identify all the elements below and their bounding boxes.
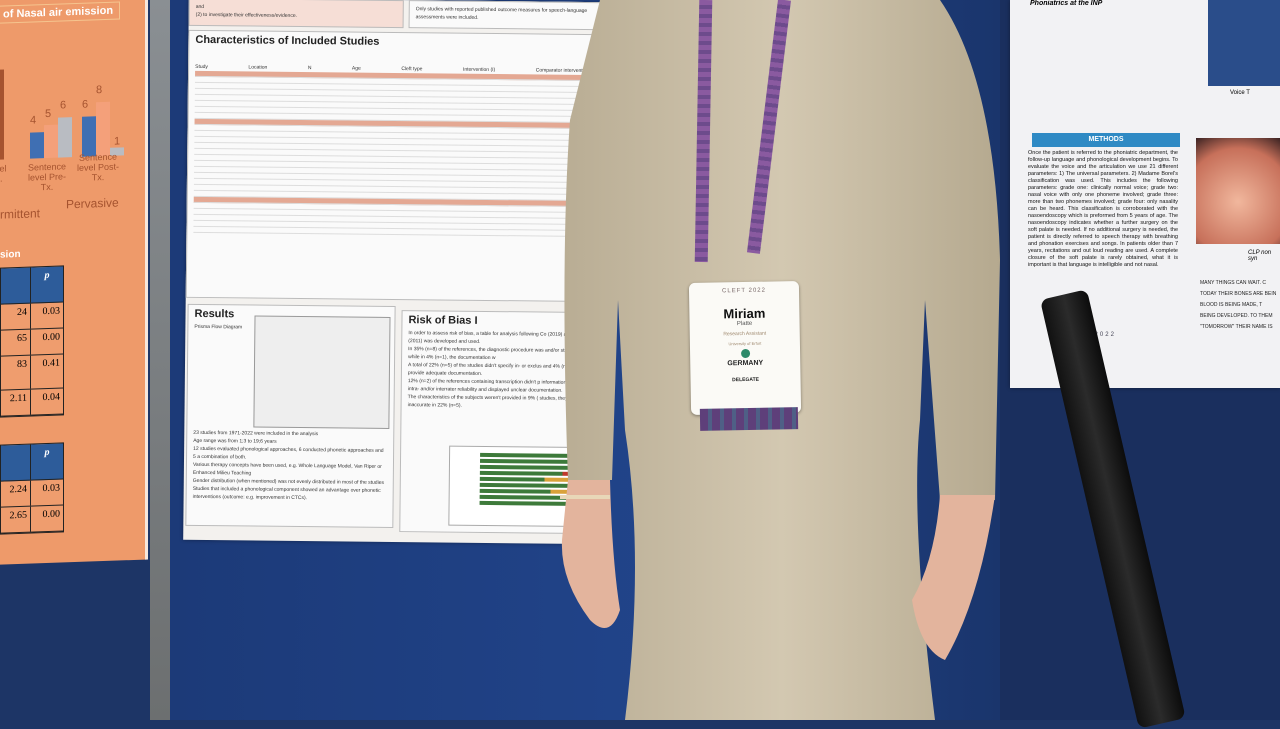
table-row: 83 0.41	[1, 354, 63, 390]
table-cell: 0.41	[31, 354, 63, 388]
x-tick-label: Sentence level Pre-Tx.	[22, 161, 72, 193]
quote-line: BEING DEVELOPED. TO THEM	[1200, 311, 1280, 322]
table-cell: 0.03	[31, 302, 63, 328]
data-label: 6	[60, 99, 66, 111]
stats-table: p 24 0.03 65 0.00 83 0.41 2.11 0.04	[0, 265, 64, 417]
prisma-flow-diagram	[253, 316, 390, 429]
x-tick-label: evel Tx.	[0, 163, 20, 184]
left-poster-title: of Nasal air emission	[0, 1, 120, 23]
data-label: 6	[82, 99, 88, 111]
bar	[0, 70, 4, 160]
table-cell: 65	[1, 330, 31, 356]
quote-text: MANY THINGS CAN WAIT. C TODAY THEIR BONE…	[1200, 278, 1280, 333]
table-row: 2.24 0.03	[1, 479, 63, 507]
bullet: Studies that included a phonological com…	[187, 485, 393, 503]
table-header-row: p	[1, 443, 63, 481]
table-cell: 0.00	[31, 328, 63, 354]
table-cell: 0.03	[31, 479, 63, 505]
left-poster: of Nasal air emission 0 4 5 6 6 8 1 evel…	[0, 0, 148, 565]
table-row: 2.65 0.00	[1, 505, 63, 533]
table-header	[1, 445, 31, 481]
column-header: Location	[248, 63, 267, 71]
quote-line: TODAY THEIR BONES ARE BEIN	[1200, 289, 1280, 300]
table-cell: 2.24	[1, 481, 31, 507]
table-row: 24 0.03	[1, 302, 63, 330]
table-title: sion	[0, 249, 21, 261]
table-header: p	[31, 443, 63, 479]
background-gap	[150, 0, 172, 720]
left-hand	[562, 480, 620, 628]
x-tick-label: Sentence level Post-Tx.	[72, 151, 124, 183]
child-face-photo	[1196, 138, 1280, 244]
results-bullets: 23 studies from 1971-2022 were included …	[187, 429, 394, 503]
bracelet	[560, 495, 610, 499]
table-cell: 24	[1, 304, 31, 330]
table-cell: 2.65	[1, 507, 31, 533]
objective-text: (2) to investigate their effectiveness/e…	[190, 11, 403, 21]
table-row: 65 0.00	[1, 328, 63, 356]
country-dot	[741, 349, 750, 358]
name-badge: CLEFT 2022 Miriam Platte Research Assist…	[689, 281, 801, 415]
column-header: Intervention (I)	[463, 66, 495, 74]
illustration-image	[1208, 0, 1280, 86]
data-label: 5	[45, 108, 51, 120]
stats-table: p 2.24 0.03 2.65 0.00	[0, 442, 64, 534]
table-cell: 0.04	[31, 388, 63, 414]
methods-text: Once the patient is referred to the phon…	[1028, 150, 1178, 269]
badge-country: GERMANY	[690, 359, 800, 368]
table-cell: 83	[1, 356, 31, 390]
legend-item: termittent	[0, 206, 40, 222]
badge-role: Research Assistant	[690, 330, 800, 338]
table-header: p	[31, 266, 63, 302]
legend-item: Pervasive	[66, 196, 119, 212]
image-caption: Voice T	[1230, 90, 1250, 96]
bar	[44, 125, 58, 158]
badge-institution: University of Erfurt	[690, 340, 800, 347]
methods-heading: METHODS	[1032, 133, 1180, 147]
table-cell: 2.11	[1, 390, 31, 416]
data-label: 8	[96, 84, 102, 96]
results-section: Results Prisma Flow Diagram 23 studies f…	[185, 304, 395, 528]
data-label: 4	[30, 114, 36, 126]
image-caption: CLP non syn	[1248, 250, 1280, 262]
column-header: Study	[195, 63, 208, 71]
table-header-row: p	[1, 266, 63, 304]
data-label: 1	[114, 135, 120, 147]
table-row: 2.11 0.04	[1, 388, 63, 416]
table-cell: 0.00	[31, 505, 63, 531]
badge-last-name: Platte	[690, 320, 800, 328]
bar	[58, 117, 72, 157]
badge-logo: CLEFT 2022	[689, 281, 799, 295]
badge-strip	[700, 407, 798, 431]
table-header	[1, 268, 31, 304]
quote-line: BLOOD IS BEING MADE, T	[1200, 300, 1280, 311]
column-header: Cleft type	[401, 65, 422, 73]
quote-line: MANY THINGS CAN WAIT. C	[1200, 278, 1280, 289]
quote-line: "TOMORROW" THEIR NAME IS	[1200, 322, 1280, 333]
bar-chart: 0 4 5 6 6 8 1	[0, 55, 140, 160]
right-hand	[912, 495, 995, 660]
column-header: N	[308, 64, 312, 72]
badge-type: DELEGATE	[691, 376, 801, 384]
bar	[82, 116, 96, 156]
bar	[96, 102, 110, 156]
column-header: Age	[352, 65, 361, 73]
poster-header-text: Phoniatrics at the INP	[1030, 0, 1102, 7]
objectives-box: and (2) to investigate their effectivene…	[189, 0, 404, 28]
bar	[30, 132, 44, 158]
